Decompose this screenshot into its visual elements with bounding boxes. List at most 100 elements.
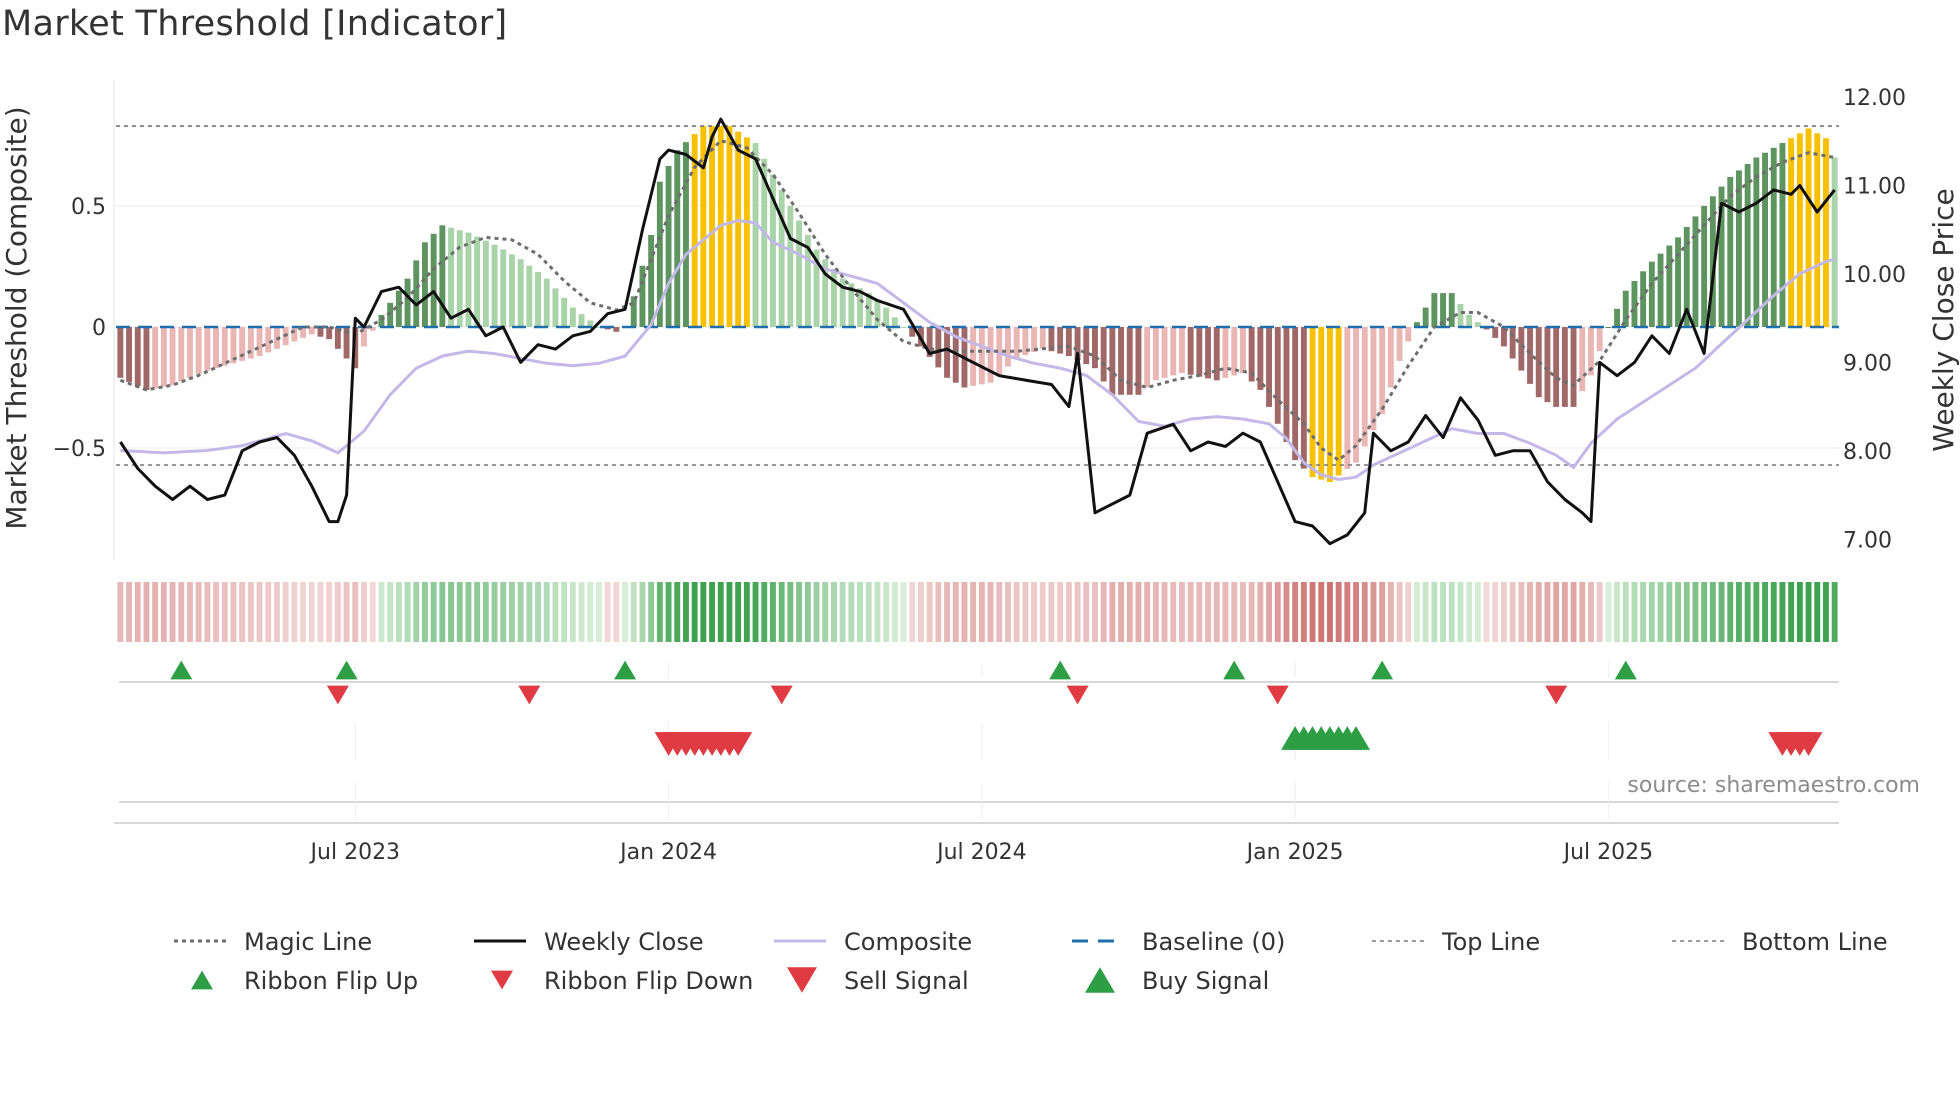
- composite-bar: [413, 260, 420, 327]
- ribbon-cell: [1814, 582, 1821, 642]
- reference-lines: [116, 125, 1839, 466]
- ribbon-cell: [1492, 582, 1499, 642]
- right-tick-label: 8.00: [1843, 440, 1892, 465]
- composite-bar: [639, 265, 646, 327]
- source-note: source: sharemaestro.com: [1627, 773, 1920, 798]
- composite-bar: [317, 327, 324, 337]
- ribbon-cell: [1796, 582, 1803, 642]
- ribbon-cell: [630, 582, 637, 642]
- composite-bar: [761, 158, 768, 327]
- ribbon-cell: [935, 582, 942, 642]
- composite-bar: [204, 327, 211, 371]
- composite-bar: [1057, 327, 1064, 354]
- ribbon-cell: [308, 582, 315, 642]
- composite-bar: [1527, 327, 1533, 384]
- composite-bar: [1100, 327, 1107, 382]
- composite-bar: [743, 137, 750, 327]
- composite-bar: [1788, 138, 1795, 327]
- composite-bar: [683, 142, 689, 327]
- composite-bar: [1666, 245, 1673, 327]
- composite-bar: [326, 327, 333, 340]
- ribbon-cell: [996, 582, 1003, 642]
- composite-bar: [1553, 327, 1560, 407]
- x-axis: Jul 2023 Jan 2024 Jul 2024 Jan 2025 Jul 2025: [309, 840, 1654, 865]
- ribbon-cell: [213, 582, 219, 642]
- ribbon-flip-down-marker: [518, 685, 541, 705]
- composite-bar: [796, 220, 802, 327]
- composite-bar: [1544, 327, 1551, 403]
- composite-bar: [1631, 281, 1638, 327]
- composite-bar: [1292, 327, 1299, 461]
- composite-bar: [1126, 327, 1133, 395]
- composite-bar: [596, 327, 602, 328]
- ribbon-cell: [1266, 582, 1272, 642]
- composite-bar: [656, 181, 663, 327]
- ribbon-cell: [334, 582, 341, 642]
- right-tick-label: 11.00: [1843, 174, 1906, 199]
- left-tick-label: −0.5: [53, 437, 106, 462]
- composite-bar: [1596, 327, 1603, 352]
- composite-bar: [587, 320, 594, 327]
- ribbon-cell: [117, 582, 124, 642]
- composite-bar: [604, 327, 611, 330]
- ribbon-cell: [247, 582, 254, 642]
- ribbon-cell: [1135, 582, 1142, 642]
- ribbon-cell: [1535, 582, 1542, 642]
- composite-bar: [126, 327, 132, 382]
- ribbon-cell: [1240, 582, 1246, 642]
- composite-bar: [1222, 327, 1229, 378]
- ribbon-cell: [883, 582, 890, 642]
- ribbon-cell: [970, 582, 977, 642]
- ribbon-flip-up-marker: [1049, 660, 1072, 680]
- ribbon-cell: [317, 582, 324, 642]
- signal-panels: [114, 660, 1839, 824]
- ribbon-cell: [1013, 582, 1020, 642]
- composite-bar: [804, 235, 811, 327]
- composite-bar: [195, 327, 202, 375]
- ribbon-cell: [726, 582, 733, 642]
- composite-bar: [1683, 226, 1690, 327]
- composite-bar: [1483, 327, 1490, 330]
- composite-bar: [178, 327, 185, 382]
- ribbon-cell: [839, 582, 846, 642]
- composite-bar: [1405, 327, 1412, 342]
- legend-swatch-flipup: [191, 970, 213, 990]
- ribbon-cell: [639, 582, 646, 642]
- ribbon-cell: [857, 582, 863, 642]
- ribbon-cell: [596, 582, 602, 642]
- composite-bar: [500, 249, 507, 327]
- composite-bar: [787, 205, 794, 327]
- composite-bar: [813, 249, 820, 327]
- ribbon-cell: [1039, 582, 1046, 642]
- ribbon-cell: [422, 582, 428, 642]
- composite-bar: [395, 290, 402, 327]
- ribbon-cell: [169, 582, 176, 642]
- ribbon-cell: [1065, 582, 1072, 642]
- composite-bar: [1039, 327, 1046, 349]
- composite-bar: [1240, 327, 1246, 373]
- composite-bar: [1561, 327, 1568, 407]
- composite-bar: [935, 327, 942, 368]
- composite-bar: [1831, 157, 1838, 327]
- composite-bar: [709, 126, 715, 327]
- composite-bar: [300, 327, 306, 338]
- ribbon-cell: [178, 582, 185, 642]
- ribbon-cell: [822, 582, 829, 642]
- ribbon-cell: [526, 582, 533, 642]
- ribbon-cell: [1718, 582, 1725, 642]
- composite-bar: [143, 327, 150, 390]
- ribbon-cell: [656, 582, 663, 642]
- ribbon-cell: [1222, 582, 1229, 642]
- ribbon-cell: [813, 582, 820, 642]
- composite-bar: [1048, 327, 1055, 352]
- ribbon-cell: [387, 582, 394, 642]
- ribbon-cell: [569, 582, 576, 642]
- ribbon-cell: [752, 582, 759, 642]
- ribbon-cell: [1126, 582, 1133, 642]
- composite-bar: [1648, 261, 1655, 327]
- composite-bar: [1179, 327, 1185, 373]
- composite-bar: [822, 259, 829, 327]
- composite-bar: [213, 327, 219, 369]
- ribbon-cell: [665, 582, 672, 642]
- composite-bar: [256, 327, 263, 357]
